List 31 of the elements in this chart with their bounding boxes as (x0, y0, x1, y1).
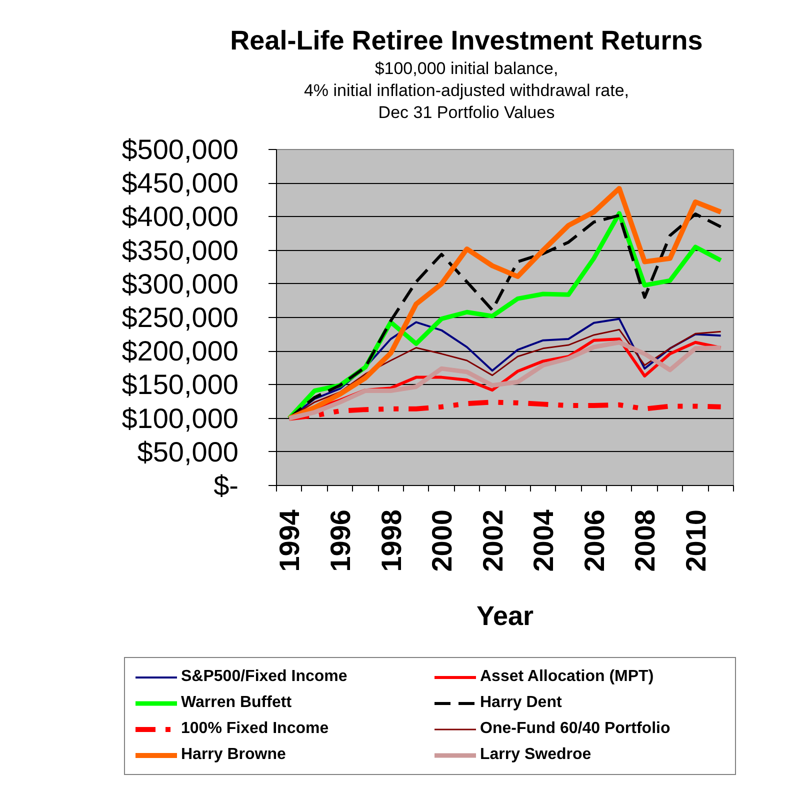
y-tick-label: $- (214, 470, 239, 501)
legend-label: Harry Dent (480, 694, 563, 712)
x-tick-label: 2008 (630, 509, 661, 572)
legend-label: Asset Allocation (MPT) (480, 668, 655, 686)
x-tick-label: 2006 (578, 509, 610, 572)
y-tick-label: $400,000 (122, 201, 239, 232)
legend-label: One-Fund 60/40 Portfolio (480, 720, 672, 738)
x-axis-title: Year (476, 600, 534, 631)
legend-label: S&P500/Fixed Income (181, 668, 348, 686)
legend-label: 100% Fixed Income (181, 720, 330, 738)
y-tick-label: $100,000 (122, 402, 239, 434)
y-tick-label: $200,000 (122, 336, 239, 367)
x-tick-label: 2000 (426, 509, 458, 572)
chart-title: Real-Life Retiree Investment Returns (230, 26, 703, 56)
legend-label: Harry Browne (181, 746, 287, 764)
y-tick-label: $150,000 (122, 369, 239, 400)
x-tick-label: 2002 (477, 509, 508, 572)
y-tick-label: $350,000 (122, 234, 239, 266)
y-tick-label: $50,000 (137, 436, 239, 468)
x-tick-label: 1996 (324, 509, 356, 572)
y-tick-label: $500,000 (122, 134, 239, 165)
y-tick-label: $250,000 (122, 302, 239, 333)
x-tick-label: 1994 (274, 509, 306, 572)
chart-subtitle: $100,000 initial balance, 4% initial inflation-adjusted withdrawal rate, Dec 31 Portfolio Values (304, 59, 630, 122)
y-tick-label: $450,000 (122, 168, 239, 199)
legend-label: Warren Buffett (181, 694, 293, 712)
x-tick-label: 2004 (528, 509, 560, 572)
y-tick-label: $300,000 (122, 268, 239, 300)
x-tick-label: 2010 (680, 509, 712, 572)
x-tick-label: 1998 (376, 509, 407, 572)
legend-label: Larry Swedroe (480, 746, 592, 764)
